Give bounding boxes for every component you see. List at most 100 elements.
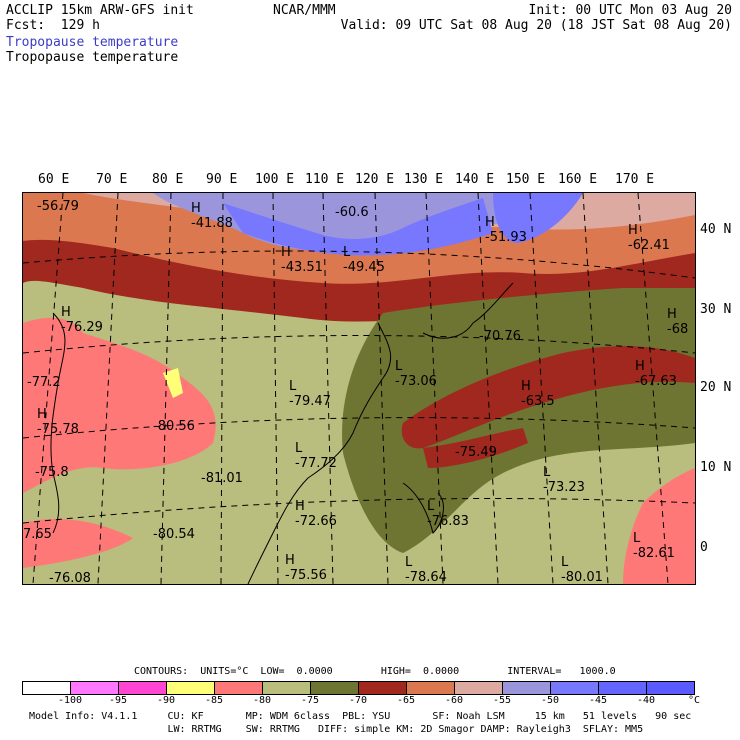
- map-label-mark: H: [295, 499, 305, 514]
- color-bar-cell: [551, 682, 599, 694]
- color-bar-cell: [215, 682, 263, 694]
- lat-label: 10 N: [700, 460, 732, 475]
- lat-label: 30 N: [700, 302, 732, 317]
- map-label-value: -76.29: [61, 320, 103, 335]
- color-bar-cell: [119, 682, 167, 694]
- map-label-value: -80.01: [561, 570, 603, 585]
- map-label-value: -73.06: [395, 374, 437, 389]
- lon-label: 170 E: [615, 172, 655, 187]
- color-bar-tick-label: -65: [396, 695, 416, 706]
- map-label-mark: L: [395, 359, 403, 374]
- color-bar-cell: [311, 682, 359, 694]
- map-label-value: -41.88: [191, 216, 233, 231]
- map-label-value: -63.5: [521, 394, 555, 409]
- color-bar-cell: [455, 682, 503, 694]
- coastlines: [50, 282, 514, 584]
- color-bar-tick-label: -90: [156, 695, 176, 706]
- field-title-shaded: Tropopause temperature: [6, 35, 179, 50]
- color-bar-tick-label: -50: [540, 695, 560, 706]
- map-label-mark: H: [37, 407, 47, 422]
- band-blue: [223, 198, 493, 256]
- color-bar-tick-label: -100: [57, 695, 83, 706]
- color-bar-cell: [599, 682, 647, 694]
- map-label-value: -70.76: [479, 329, 521, 344]
- map-label-value: -43.51: [281, 260, 323, 275]
- contours-info: CONTOURS: UNITS=°C LOW= 0.0000 HIGH= 0.0…: [134, 666, 616, 677]
- map-label-mark: L: [561, 555, 569, 570]
- map-label-mark: H: [281, 245, 291, 260]
- lon-label: 160 E: [558, 172, 598, 187]
- map-label-mark: L: [633, 531, 641, 546]
- valid-time: Valid: 09 UTC Sat 08 Aug 20 (18 JST Sat …: [340, 18, 732, 33]
- map-label-value: 7.65: [23, 527, 52, 542]
- color-bar-cell: [167, 682, 215, 694]
- map-label-mark: H: [628, 223, 638, 238]
- lon-label: 120 E: [355, 172, 395, 187]
- color-bar-tick-label: -75: [300, 695, 320, 706]
- lon-label: 60 E: [38, 172, 70, 187]
- map-label-value: -75.49: [455, 445, 497, 460]
- lat-label: 20 N: [700, 380, 732, 395]
- color-bar-cell: [263, 682, 311, 694]
- map-label-value: -68: [667, 322, 689, 337]
- map-label-value: -80.54: [153, 527, 195, 542]
- map-label-mark: L: [343, 245, 351, 260]
- map-label-value: -77.2: [27, 375, 61, 390]
- band-salmon-west: [23, 317, 216, 493]
- forecast-hour: Fcst: 129 h: [6, 18, 100, 33]
- map-label-value: -76.83: [427, 514, 469, 529]
- color-bar-cell: [407, 682, 455, 694]
- map-label-mark: L: [295, 441, 303, 456]
- color-bar-cell: [23, 682, 71, 694]
- map-label-value: -76.08: [49, 571, 91, 585]
- color-bar-tick-label: -60: [444, 695, 464, 706]
- color-bar-cell: [71, 682, 119, 694]
- model-info-line2: LW: RRTMG SW: RRTMG DIFF: simple KM: 2D …: [29, 724, 644, 735]
- center-name: NCAR/MMM: [273, 3, 336, 18]
- map-label-mark: L: [405, 555, 413, 570]
- color-bar-tick-label: -85: [204, 695, 224, 706]
- map-label-value: -75.56: [285, 568, 327, 583]
- band-red-streak: [401, 346, 695, 449]
- map-label-mark: H: [61, 305, 71, 320]
- color-bar-tick-label: °C: [687, 695, 701, 706]
- color-bar-cell: [359, 682, 407, 694]
- map-label-value: -75.78: [37, 422, 79, 437]
- map-label-value: -79.47: [289, 394, 331, 409]
- color-bar-tick-label: -40: [636, 695, 656, 706]
- map-label-value: -60.6: [335, 205, 369, 220]
- map-label-value: -73.23: [543, 480, 585, 495]
- map-label-mark: H: [191, 201, 201, 216]
- map-label-value: -51.93: [485, 230, 527, 245]
- map-panel: -56.79 H -41.88 -60.6 H -51.93 H -62.41 H -4…: [22, 192, 696, 585]
- color-bar-cell: [647, 682, 694, 694]
- map-label-value: -62.41: [628, 238, 670, 253]
- color-bar-cell: [503, 682, 551, 694]
- map-label-value: -81.01: [201, 471, 243, 486]
- color-bar-tick-label: -45: [588, 695, 608, 706]
- band-salmon-west-2: [23, 518, 133, 568]
- color-bar-tick-label: -80: [252, 695, 272, 706]
- map-label-mark: H: [485, 215, 495, 230]
- lon-label: 140 E: [455, 172, 495, 187]
- map-canvas: [23, 193, 695, 584]
- lat-label: 0: [700, 540, 708, 555]
- map-label-mark: H: [667, 307, 677, 322]
- map-label-value: -82.61: [633, 546, 675, 561]
- lon-label: 110 E: [305, 172, 345, 187]
- band-red-streak-2: [423, 428, 528, 468]
- map-label-mark: L: [289, 379, 297, 394]
- lon-label: 150 E: [506, 172, 546, 187]
- map-label-mark: H: [635, 359, 645, 374]
- map-label-mark: H: [521, 379, 531, 394]
- map-label-value: -56.79: [37, 199, 79, 214]
- map-label-mark: H: [285, 553, 295, 568]
- color-bar: [22, 681, 695, 695]
- color-bar-tick-label: -70: [348, 695, 368, 706]
- lon-label: 130 E: [404, 172, 444, 187]
- map-label-value: -49.45: [343, 260, 385, 275]
- model-info-line1: Model Info: V4.1.1 CU: KF MP: WDM 6class…: [29, 711, 692, 722]
- lon-label: 70 E: [96, 172, 128, 187]
- map-label-value: -80.56: [153, 419, 195, 434]
- map-label-value: -78.64: [405, 570, 447, 585]
